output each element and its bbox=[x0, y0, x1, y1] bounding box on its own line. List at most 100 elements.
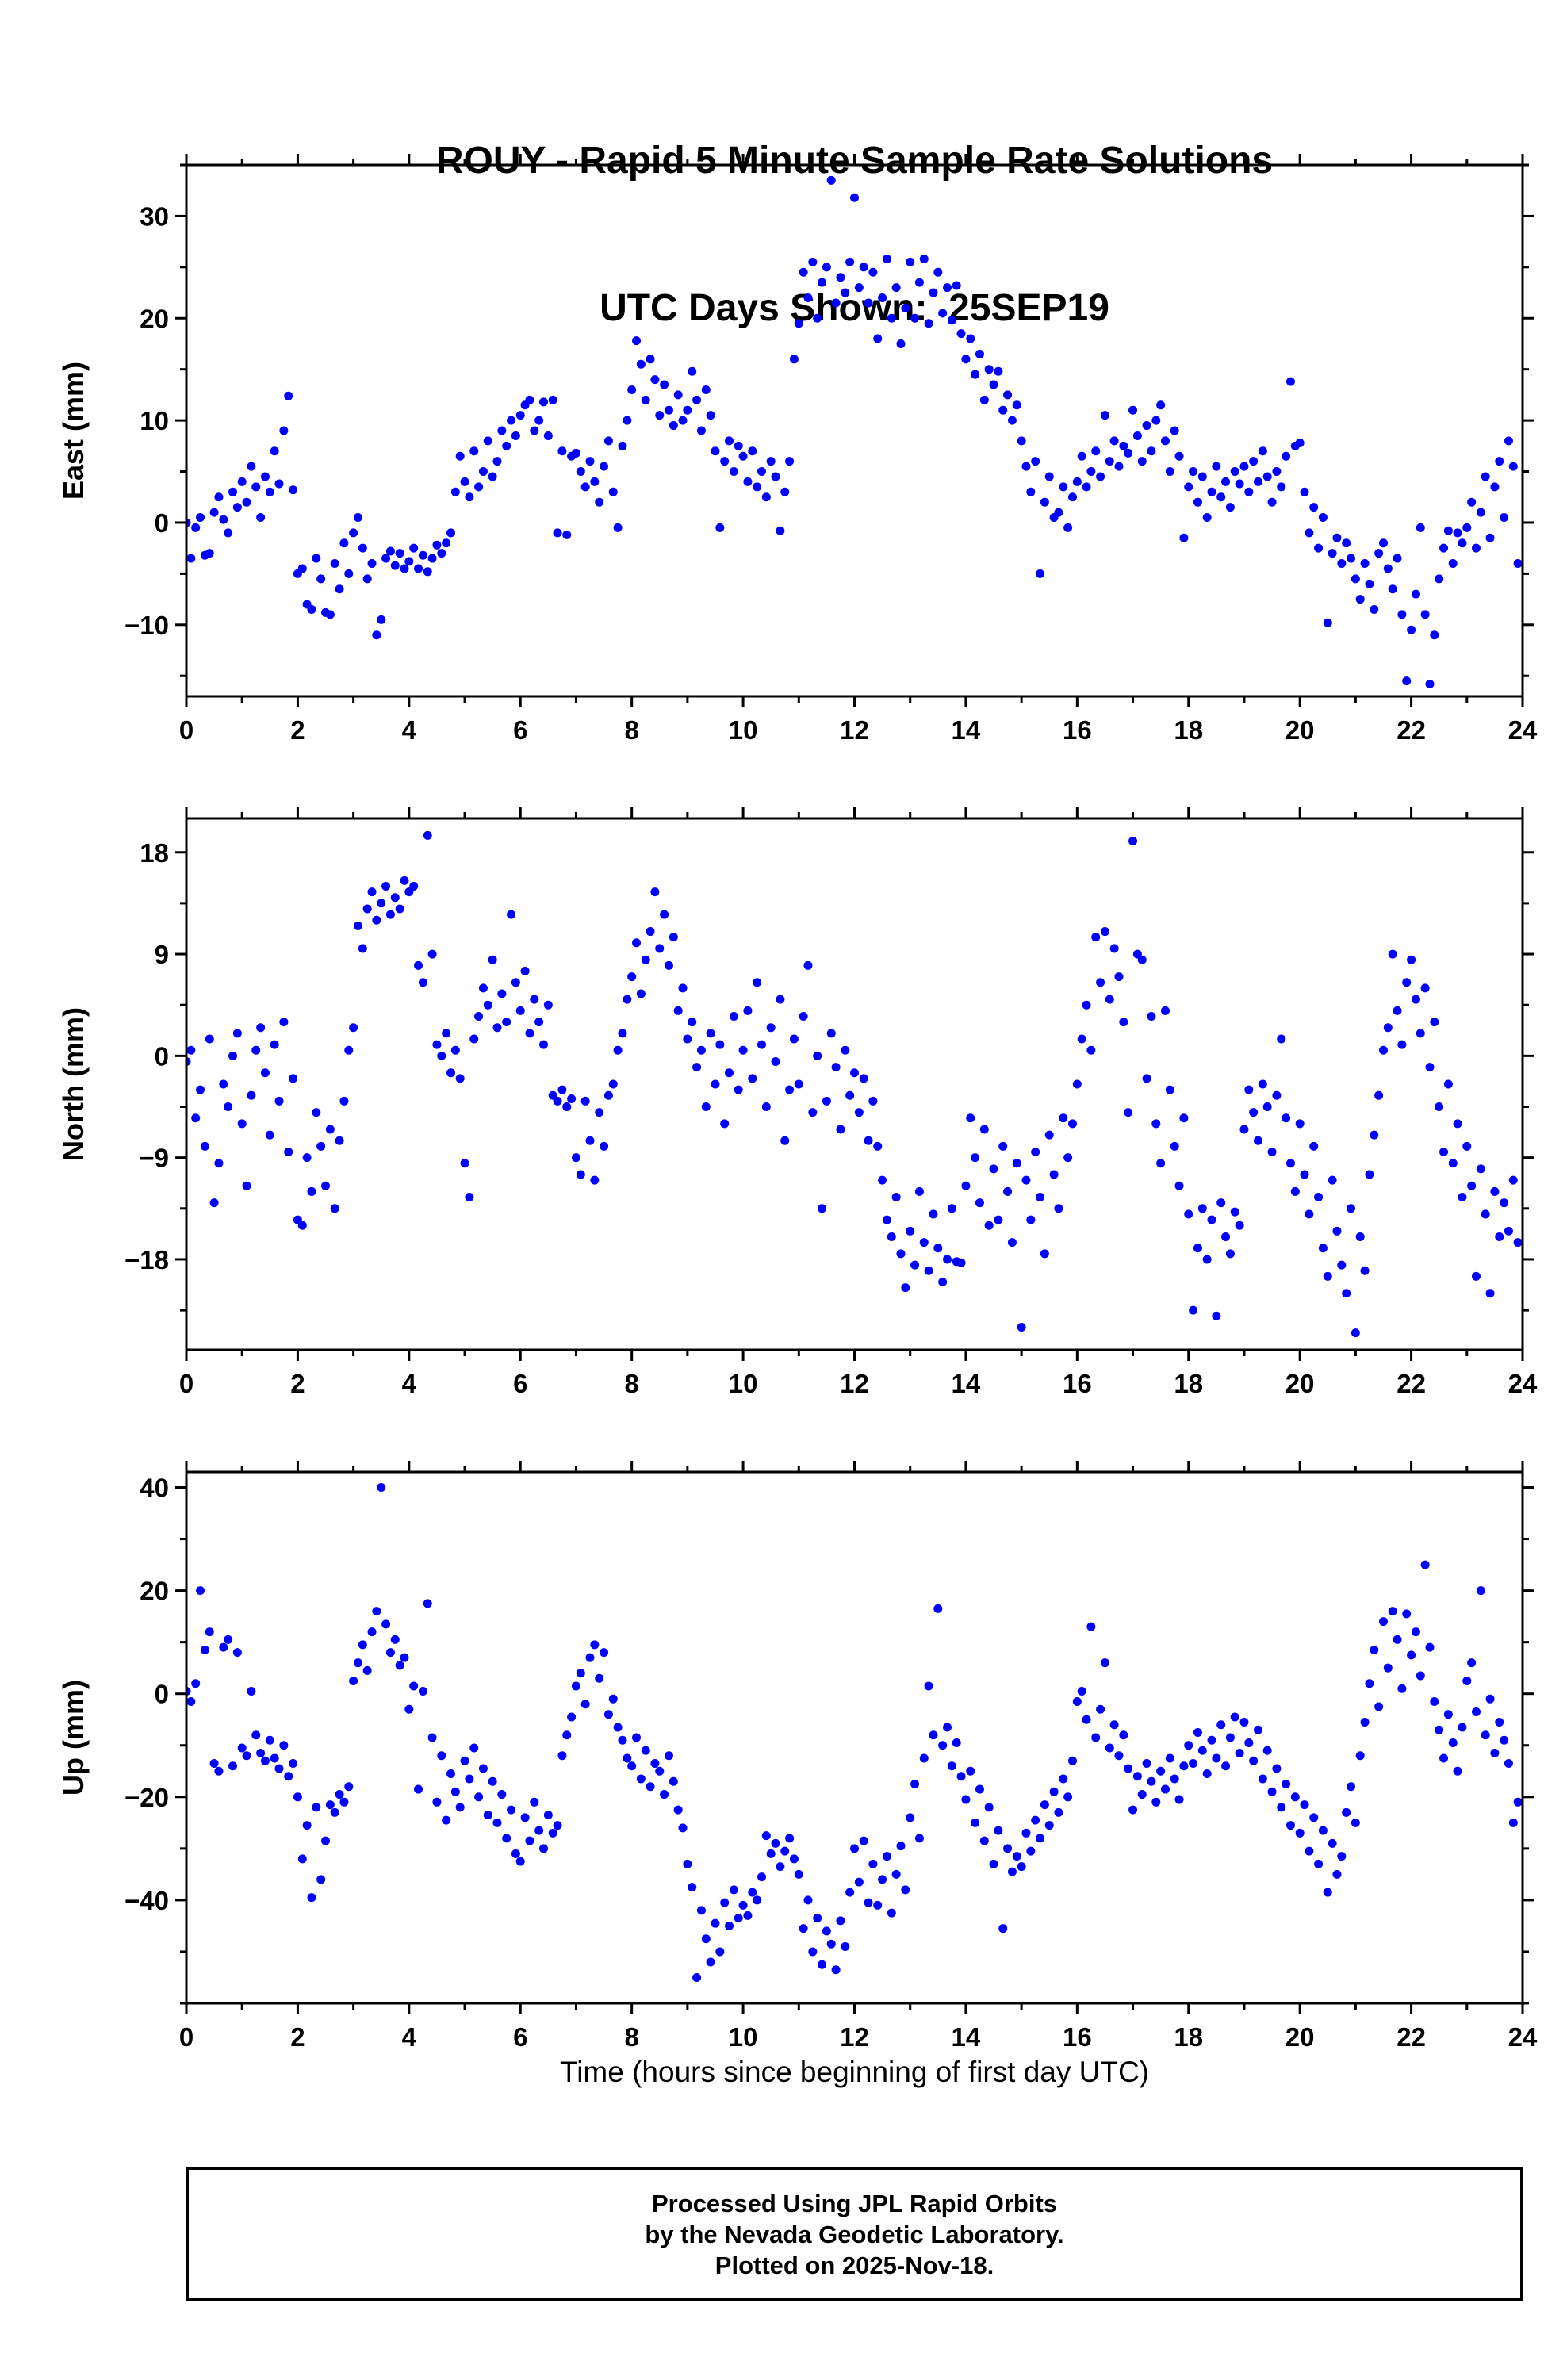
data-point bbox=[1007, 1867, 1017, 1876]
data-point bbox=[595, 1108, 604, 1117]
data-point bbox=[1458, 1193, 1467, 1202]
data-point bbox=[1003, 1844, 1013, 1853]
data-point bbox=[1476, 1586, 1485, 1596]
data-point bbox=[339, 1797, 349, 1807]
tick-label: 20 bbox=[140, 304, 169, 333]
data-point bbox=[1430, 1696, 1439, 1706]
tick-label: 0 bbox=[179, 1369, 193, 1398]
data-point bbox=[608, 487, 618, 496]
data-point bbox=[427, 554, 437, 563]
data-point bbox=[1254, 477, 1263, 486]
data-point bbox=[534, 1018, 544, 1027]
tick-label: 18 bbox=[1174, 1369, 1203, 1398]
tick-label: −40 bbox=[125, 1886, 169, 1915]
data-point bbox=[557, 1751, 567, 1761]
data-point bbox=[1235, 479, 1244, 489]
chart-title-line2: UTC Days Shown: 25SEP19 bbox=[600, 287, 1109, 329]
data-point bbox=[502, 1834, 511, 1843]
data-point bbox=[325, 1800, 335, 1810]
data-point bbox=[627, 972, 637, 982]
data-point bbox=[1397, 1040, 1407, 1049]
data-point bbox=[562, 1730, 572, 1740]
data-point bbox=[1151, 416, 1161, 425]
data-point bbox=[228, 1761, 238, 1771]
data-point bbox=[673, 1006, 683, 1015]
data-point bbox=[1165, 1085, 1174, 1094]
data-point bbox=[1481, 472, 1490, 481]
data-point bbox=[943, 283, 952, 293]
data-point bbox=[956, 1772, 966, 1781]
data-point bbox=[200, 1141, 209, 1151]
data-point bbox=[753, 1895, 762, 1905]
data-point bbox=[385, 1648, 395, 1658]
data-point bbox=[683, 1034, 692, 1044]
data-point bbox=[312, 1803, 321, 1812]
data-point bbox=[1393, 554, 1402, 563]
data-point bbox=[1374, 549, 1384, 558]
data-point bbox=[1096, 472, 1105, 481]
data-point bbox=[228, 487, 238, 496]
data-point bbox=[1105, 1743, 1114, 1753]
data-point bbox=[1189, 467, 1198, 477]
data-point bbox=[984, 365, 994, 374]
data-point bbox=[339, 1096, 349, 1106]
data-point bbox=[1230, 1207, 1239, 1217]
data-point bbox=[789, 1854, 799, 1864]
data-point bbox=[1323, 618, 1332, 627]
data-point bbox=[1142, 1074, 1151, 1083]
data-point bbox=[1337, 1260, 1347, 1270]
data-point bbox=[1471, 543, 1481, 553]
data-point bbox=[260, 472, 270, 481]
data-point bbox=[502, 441, 511, 450]
data-point bbox=[1285, 377, 1295, 386]
data-point bbox=[571, 1153, 580, 1163]
data-point bbox=[1393, 1006, 1402, 1015]
data-point bbox=[868, 267, 878, 277]
data-point bbox=[1100, 927, 1109, 937]
data-point bbox=[390, 893, 400, 903]
data-point bbox=[576, 467, 585, 477]
data-point bbox=[1239, 462, 1249, 471]
data-point bbox=[608, 1079, 618, 1089]
data-point bbox=[1124, 1108, 1133, 1117]
tick-label: 0 bbox=[155, 1041, 169, 1071]
data-point bbox=[1235, 1749, 1244, 1758]
data-point bbox=[335, 1136, 344, 1145]
data-point bbox=[836, 1916, 845, 1926]
tick-label: 0 bbox=[179, 715, 193, 745]
data-point bbox=[1318, 513, 1328, 523]
data-point bbox=[465, 1774, 474, 1784]
data-point bbox=[1096, 978, 1105, 987]
data-point bbox=[753, 482, 762, 492]
data-point bbox=[1072, 1079, 1082, 1089]
data-point bbox=[688, 366, 697, 376]
data-point bbox=[256, 1023, 266, 1033]
data-point bbox=[1305, 1209, 1314, 1219]
data-point bbox=[734, 1085, 743, 1094]
data-point bbox=[1254, 1725, 1263, 1734]
data-point bbox=[636, 1774, 646, 1784]
data-point bbox=[971, 370, 980, 379]
data-point bbox=[302, 1821, 312, 1830]
tick-label: 18 bbox=[140, 838, 169, 868]
data-point bbox=[729, 1011, 738, 1021]
data-point bbox=[725, 1921, 734, 1930]
data-point bbox=[994, 1215, 1003, 1224]
data-point bbox=[1397, 1684, 1407, 1693]
data-point bbox=[766, 1023, 776, 1033]
tick-label: 30 bbox=[140, 201, 169, 231]
data-point bbox=[655, 411, 665, 420]
data-point bbox=[534, 416, 544, 425]
data-point bbox=[214, 1766, 224, 1776]
data-point bbox=[400, 876, 409, 885]
data-point bbox=[247, 462, 256, 471]
data-point bbox=[349, 1676, 358, 1685]
data-point bbox=[757, 1040, 766, 1049]
data-point bbox=[729, 467, 738, 477]
data-point bbox=[1290, 1792, 1300, 1802]
data-point bbox=[525, 1836, 534, 1845]
data-point bbox=[492, 457, 502, 466]
data-point bbox=[1407, 625, 1416, 634]
data-point bbox=[943, 1255, 952, 1264]
